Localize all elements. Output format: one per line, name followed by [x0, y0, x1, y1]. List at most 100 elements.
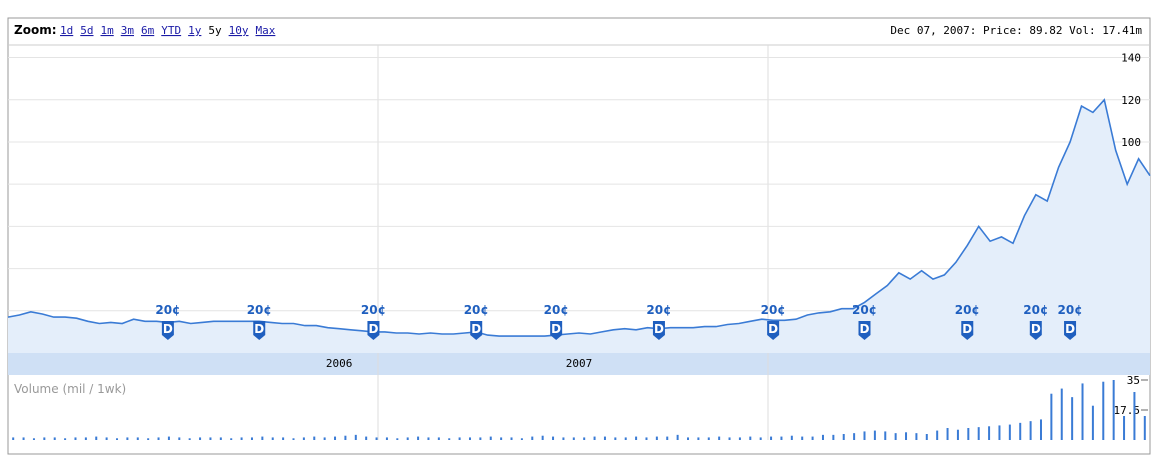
zoom-link[interactable]: 6m: [141, 24, 155, 37]
volume-bar: [282, 437, 285, 440]
zoom-link[interactable]: 1m: [101, 24, 115, 37]
volume-bar: [541, 435, 544, 440]
volume-bar: [1039, 419, 1042, 440]
volume-bar: [936, 430, 939, 440]
volume-bar: [998, 425, 1001, 440]
volume-bar: [1029, 421, 1032, 440]
volume-bar: [396, 438, 399, 440]
volume-bar: [873, 430, 876, 440]
volume-bar: [458, 437, 461, 440]
y-tick-label: 100: [1121, 136, 1141, 149]
volume-bar: [988, 426, 991, 440]
volume-bar: [572, 437, 575, 440]
volume-bar: [53, 437, 56, 440]
zoom-link[interactable]: YTD: [161, 24, 181, 37]
volume-bar: [323, 437, 326, 440]
dividend-label: 20¢: [646, 303, 671, 317]
volume-bar: [500, 437, 503, 440]
zoom-link[interactable]: 3m: [121, 24, 135, 37]
zoom-link[interactable]: 10y: [229, 24, 249, 37]
dividend-marker: D: [860, 322, 870, 336]
volume-bar: [261, 436, 264, 440]
dividend-label: 20¢: [464, 303, 489, 317]
volume-bar: [375, 437, 378, 440]
volume-bar: [1091, 405, 1094, 440]
volume-bar: [915, 433, 918, 440]
volume-bar: [84, 437, 87, 440]
volume-bar: [925, 434, 928, 440]
dividend-flag: [1029, 321, 1042, 340]
zoom-links: 1d 5d 1m 3m 6m YTD 1y 5y 10y Max: [60, 24, 276, 37]
volume-bar: [946, 428, 949, 440]
y-tick-label: 35: [1127, 374, 1140, 387]
volume-bar: [697, 437, 700, 440]
volume-bar: [635, 436, 638, 440]
volume-bar: [95, 436, 98, 440]
volume-bar: [479, 437, 482, 440]
volume-bar: [770, 436, 773, 440]
dividend-label: 20¢: [1023, 303, 1048, 317]
volume-bar: [884, 431, 887, 440]
volume-bar: [707, 437, 710, 440]
volume-bar: [468, 437, 471, 440]
dividend-marker: D: [471, 322, 481, 336]
volume-bar: [1081, 383, 1084, 440]
zoom-link[interactable]: 1d: [60, 24, 73, 37]
zoom-link[interactable]: 5d: [80, 24, 93, 37]
volume-bar: [74, 437, 77, 440]
volume-bar: [199, 437, 202, 440]
volume-bar: [905, 432, 908, 440]
volume-bar: [790, 435, 793, 440]
volume-bar: [250, 437, 253, 440]
zoom-link[interactable]: 1y: [188, 24, 202, 37]
volume-bar: [147, 438, 150, 440]
dividend-marker: D: [551, 322, 561, 336]
y-tick-label: 140: [1121, 52, 1141, 65]
y-tick-label: 17.5: [1114, 404, 1141, 417]
volume-bar: [1133, 392, 1136, 440]
volume-bar: [365, 436, 368, 440]
volume-bar: [1008, 424, 1011, 440]
volume-bar: [749, 436, 752, 440]
volume-bar: [188, 438, 191, 440]
volume-bar: [780, 436, 783, 440]
dividend-flag: [161, 321, 174, 340]
status: Dec 07, 2007: Price: 89.82 Vol: 17.41m: [890, 24, 1142, 37]
x-tick-label: 2007: [566, 357, 593, 370]
volume-bar: [105, 437, 108, 440]
volume-bar: [43, 437, 46, 440]
volume-bar: [552, 436, 555, 440]
dividend-flag: [652, 321, 665, 340]
volume-bar: [863, 431, 866, 440]
volume-bar: [583, 437, 586, 440]
dividend-label: 20¢: [361, 303, 386, 317]
volume-bar: [1123, 416, 1126, 440]
volume-bar: [313, 436, 316, 440]
volume-bar: [22, 437, 25, 440]
dividend-label: 20¢: [761, 303, 786, 317]
volume-bar: [417, 436, 420, 440]
volume-bar: [624, 437, 627, 440]
dividend-marker: D: [768, 322, 778, 336]
volume-bar: [437, 437, 440, 440]
volume-bar: [209, 437, 212, 440]
volume-bar: [676, 434, 679, 440]
volume-bar: [12, 437, 15, 440]
volume-bar: [1102, 381, 1105, 440]
volume-bar: [645, 437, 648, 440]
volume-bar: [977, 427, 980, 440]
volume-bar: [302, 437, 305, 440]
volume-bar: [292, 438, 295, 440]
volume-bar: [894, 433, 897, 440]
frame: [7, 17, 1151, 455]
volume-bar: [531, 436, 534, 440]
volume-bar: [510, 437, 513, 440]
price-line: [7, 98, 1151, 337]
zoom-link[interactable]: Max: [256, 24, 276, 37]
volume-bar: [32, 438, 35, 440]
dividend-flag: [961, 321, 974, 340]
volume-bar: [821, 434, 824, 440]
year-band: [8, 352, 1150, 375]
volume-bar: [1071, 397, 1074, 440]
